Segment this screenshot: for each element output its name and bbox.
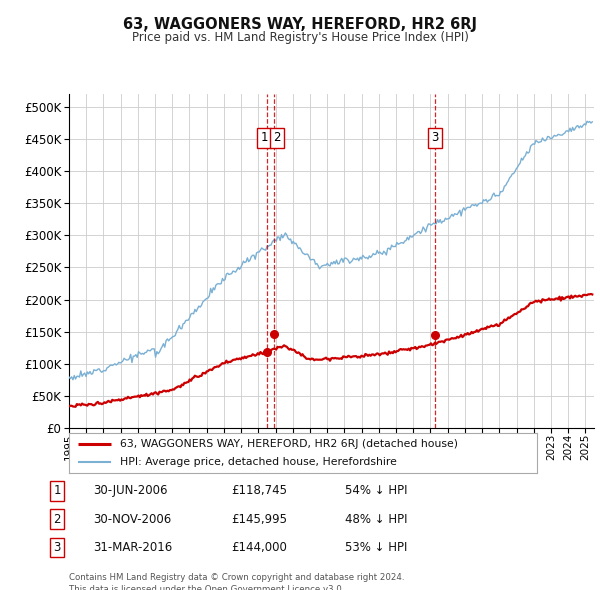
Text: HPI: Average price, detached house, Herefordshire: HPI: Average price, detached house, Here… bbox=[121, 457, 397, 467]
Text: 54% ↓ HPI: 54% ↓ HPI bbox=[345, 484, 407, 497]
Text: 30-NOV-2006: 30-NOV-2006 bbox=[93, 513, 171, 526]
Text: £118,745: £118,745 bbox=[231, 484, 287, 497]
Text: 63, WAGGONERS WAY, HEREFORD, HR2 6RJ (detached house): 63, WAGGONERS WAY, HEREFORD, HR2 6RJ (de… bbox=[121, 440, 458, 450]
Text: 1: 1 bbox=[260, 132, 268, 145]
Text: Price paid vs. HM Land Registry's House Price Index (HPI): Price paid vs. HM Land Registry's House … bbox=[131, 31, 469, 44]
Text: Contains HM Land Registry data © Crown copyright and database right 2024.
This d: Contains HM Land Registry data © Crown c… bbox=[69, 573, 404, 590]
Text: 48% ↓ HPI: 48% ↓ HPI bbox=[345, 513, 407, 526]
Text: 1: 1 bbox=[53, 484, 61, 497]
Text: 3: 3 bbox=[431, 132, 439, 145]
Text: £144,000: £144,000 bbox=[231, 541, 287, 554]
Text: 53% ↓ HPI: 53% ↓ HPI bbox=[345, 541, 407, 554]
Text: 31-MAR-2016: 31-MAR-2016 bbox=[93, 541, 172, 554]
Text: 2: 2 bbox=[53, 513, 61, 526]
Text: 63, WAGGONERS WAY, HEREFORD, HR2 6RJ: 63, WAGGONERS WAY, HEREFORD, HR2 6RJ bbox=[123, 17, 477, 31]
Text: £145,995: £145,995 bbox=[231, 513, 287, 526]
Text: 3: 3 bbox=[53, 541, 61, 554]
Text: 30-JUN-2006: 30-JUN-2006 bbox=[93, 484, 167, 497]
Text: 2: 2 bbox=[273, 132, 281, 145]
